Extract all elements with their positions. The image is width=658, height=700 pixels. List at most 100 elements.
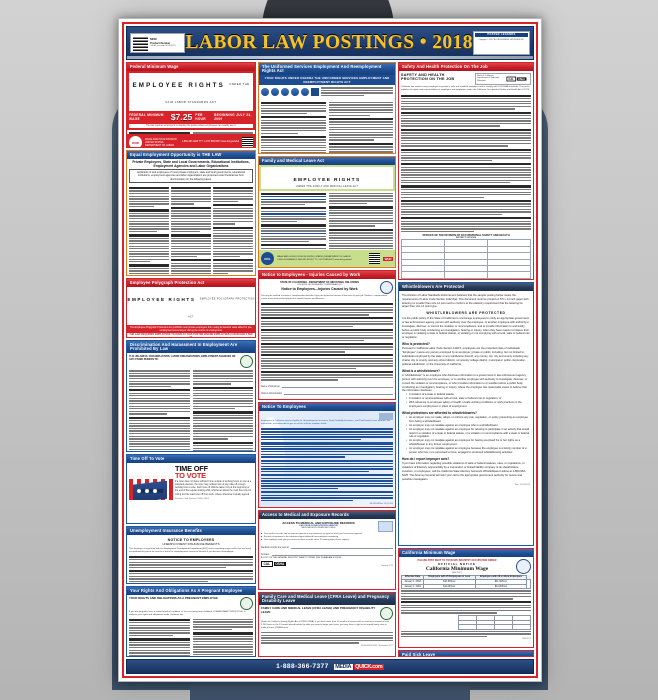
dol-seal-icon: DOL — [261, 252, 274, 265]
text-block — [129, 370, 190, 451]
ui-notice-sub: UNEMPLOYMENT INSURANCE BENEFITS — [162, 542, 220, 546]
vote-headline-1: TIME OFF — [175, 463, 208, 473]
wb-question-3: What protections are afforded to whistle… — [402, 410, 477, 415]
flsa-banner-sub: UNDER THE FAIR LABOR STANDARDS ACT — [165, 82, 250, 104]
cfra-body: Under the California Family Rights Act o… — [261, 621, 390, 630]
wb-bullet: A violation or noncompliance with a loca… — [408, 397, 502, 401]
wb-protection: An employer may not retaliate against an… — [408, 423, 499, 427]
field-input[interactable] — [284, 390, 393, 395]
flsa-note: The law requires employers to display th… — [129, 123, 253, 129]
field-input[interactable] — [271, 551, 393, 556]
wage-effective: BEGINNING JULY 24, 2009 — [214, 113, 252, 122]
qr-code-icon — [133, 35, 148, 51]
panel-title: Equal Employment Opportunity is THE LAW — [127, 151, 255, 159]
eppa-banner-main: EMPLOYEE RIGHTS — [127, 296, 196, 302]
wb-bullet: A violation of a state or federal statut… — [408, 393, 455, 397]
osha-table-sub: DISTRICT OFFICES — [455, 237, 477, 240]
eppa-banner-sub: EMPLOYEE POLYGRAPH PROTECTION ACT — [188, 298, 255, 319]
poster-footer: 1-888-366-7377 MEDIA QUICK.com — [126, 659, 534, 674]
wb-answer-4: If you have information regarding possib… — [402, 462, 526, 481]
text-block — [213, 187, 254, 275]
field-input[interactable] — [369, 397, 393, 399]
ui-notice-head: NOTICE TO EMPLOYEES — [167, 537, 215, 542]
text-block — [192, 132, 253, 134]
field-label: Contact: — [261, 553, 270, 556]
cfra-heading: FAMILY CARE AND MEDICAL LEAVE (CFRA LEAV… — [261, 606, 376, 614]
panel-title: Discrimination And Harassment In Employm… — [127, 341, 255, 354]
agency-name: WAGE AND HOUR DIVISION — [145, 137, 177, 141]
poster-column-2: The Uniformed Services Employment And Re… — [258, 62, 396, 657]
product-number-label: Product Number — [150, 41, 171, 45]
field-input[interactable] — [271, 397, 358, 399]
poster-legends-seal: POSTER LEGENDS Copyright © 2017 ELITE BU… — [472, 31, 530, 55]
cmw-code: MW-2017 — [522, 638, 531, 641]
panel-title: Family Care and Medical Leave (CFRA Leav… — [259, 593, 395, 606]
field-label: Claims Administrator — [261, 392, 283, 395]
edd-logo — [379, 412, 393, 420]
panel-pregnant-employee-rights: Your Rights And Obligations As A Pregnan… — [126, 586, 256, 657]
poster-column-3: Safety And Health Protection On The Job … — [398, 62, 534, 657]
cfra-code: DFEH-E08P-ENG / November 2017 — [361, 645, 393, 648]
amer-field-3: A COPY OF THE GENERAL INDUSTRY SAFETY OR… — [261, 557, 342, 560]
state-seal-icon — [240, 355, 253, 369]
panel-employee-polygraph-protection-act: Employee Polygraph Protection Act EMPLOY… — [126, 278, 256, 338]
panel-title: California Minimum Wage — [399, 549, 533, 557]
vote-body: If a voter does not have sufficient time… — [175, 481, 252, 496]
panel-userra: The Uniformed Services Employment And Re… — [258, 62, 396, 154]
wb-question-1: Who is protected? — [402, 342, 430, 347]
panel-discrimination-harassment: Discrimination And Harassment In Employm… — [126, 340, 256, 452]
wb-protection: An employer may not retaliate against an… — [408, 439, 521, 447]
field-input[interactable] — [282, 383, 393, 388]
panel-title: Family and Medical Leave Act — [259, 157, 395, 165]
panel-federal-minimum-wage: Federal Minimum Wage EMPLOYEE RIGHTS UND… — [126, 62, 256, 148]
state-seal-icon — [380, 607, 393, 621]
field-input[interactable] — [291, 544, 393, 549]
labor-law-poster: NEW! Product Number CA-A1 (revised 06/13… — [118, 18, 542, 682]
ui-body: This employer is registered with the Emp… — [129, 547, 251, 553]
panel-time-off-to-vote: Time Off To Vote TIME OFF TO VOTE If a v… — [126, 454, 256, 524]
osha-state: State of California — [477, 74, 494, 77]
brand-right: QUICK.com — [353, 663, 384, 670]
edd-body: Employees in California may be eligible … — [261, 419, 391, 425]
seal-title: POSTER LEGENDS — [474, 33, 528, 37]
userra-service-icons — [259, 85, 395, 100]
panel-safety-health-protection: Safety And Health Protection On The Job … — [398, 62, 534, 280]
panel-title: Notice To Employees — [259, 403, 395, 411]
text-block — [129, 187, 169, 275]
wb-question-4: How do I report improper acts? — [402, 457, 450, 461]
flag-icon — [311, 88, 319, 97]
cal-osha-logo: CAL OSHA — [261, 560, 286, 567]
amer-bullet: Your employer must give you access to th… — [263, 539, 350, 542]
wb-intro: It is the public policy of the State of … — [402, 316, 530, 340]
dfeh-lead: IT IS UNLAWFUL FOR EMPLOYERS, LABOR ORGA… — [129, 355, 236, 362]
cal-label: CAL — [261, 560, 273, 567]
qr-corner-label: NEW! — [150, 38, 157, 42]
poster-header: NEW! Product Number CA-A1 (revised 06/13… — [126, 26, 534, 60]
cmw-rates-table: Effective Date Employers with 25 Employe… — [400, 574, 531, 590]
text-block — [129, 132, 190, 135]
fmla-banner-sub: UNDER THE FAMILY AND MEDICAL LEAVE ACT — [295, 185, 359, 188]
text-block — [401, 630, 531, 638]
wb-protection: An employer may not retaliate against an… — [408, 427, 530, 439]
text-block — [171, 187, 211, 275]
text-block — [261, 101, 326, 153]
coastguard-seal-icon — [301, 88, 309, 97]
footer-phone: 1-888-366-7377 — [276, 663, 329, 670]
table-row: January 1, 2019 $11.00/hour $12.00/hour — [400, 583, 531, 590]
amer-bullet: Records of exposure to the substance/age… — [263, 536, 339, 539]
panel-title: Whistleblowers Are Protected — [399, 283, 533, 291]
eeo-notice: Applicants to and employees of most priv… — [129, 168, 253, 184]
cmw-heading: California Minimum Wage — [425, 565, 489, 572]
dwc-state-head: STATE OF CALIFORNIA - DEPARTMENT OF INDU… — [280, 280, 359, 284]
calosha-logo — [378, 520, 393, 532]
state-seal-icon — [240, 596, 253, 610]
seal-footer: Copyright © 2017 ELITE BUSINESS VENTURES… — [478, 38, 525, 41]
dwc-heading: Notice to Employees—Injuries Caused by W… — [281, 286, 358, 291]
panel-title: Paid Sick Leave — [399, 651, 533, 656]
wb-answer-1: Pursuant to California Labor Code Sectio… — [402, 347, 529, 366]
amer-code: January 2013 — [380, 564, 393, 567]
panel-title: Unemployment Insurance Benefits — [127, 527, 255, 535]
osha-body: California law requires every employer t… — [401, 86, 530, 92]
eppa-red-note: The Employee Polygraph Protection Act pr… — [127, 324, 255, 333]
wb-protection: An employer may not retaliate against an… — [408, 447, 527, 455]
